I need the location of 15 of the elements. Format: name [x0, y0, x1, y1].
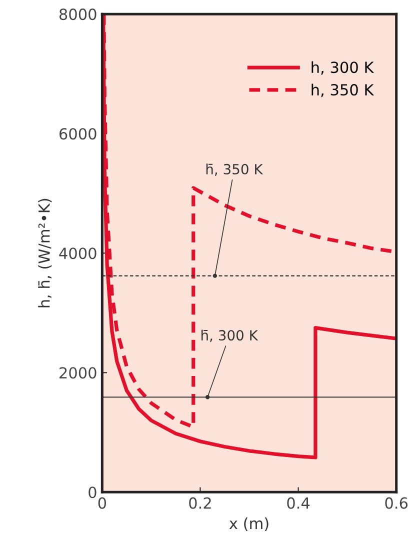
x-tick-label: 0.4: [287, 497, 310, 509]
x-tick-label: 0.2: [189, 497, 211, 509]
y-tick-label: 2000: [60, 367, 96, 379]
x-tick-label: 0: [98, 497, 106, 509]
legend-label: h, 350 K: [312, 84, 374, 98]
y-tick-label: 8000: [59, 8, 96, 20]
x-axis-title: x (m): [229, 517, 268, 531]
y-tick-label: 6000: [60, 128, 96, 140]
legend-label: h, 300 K: [312, 61, 374, 75]
y-tick-label: 0: [88, 486, 96, 498]
y-axis-title: h, h̄, (W/m²•K): [38, 198, 52, 308]
y-tick-label: 4000: [59, 248, 96, 260]
annotation: h̄, 300 K: [201, 330, 258, 342]
x-tick-label: 0.6: [385, 497, 408, 509]
annotation: h̄, 350 K: [206, 164, 264, 176]
